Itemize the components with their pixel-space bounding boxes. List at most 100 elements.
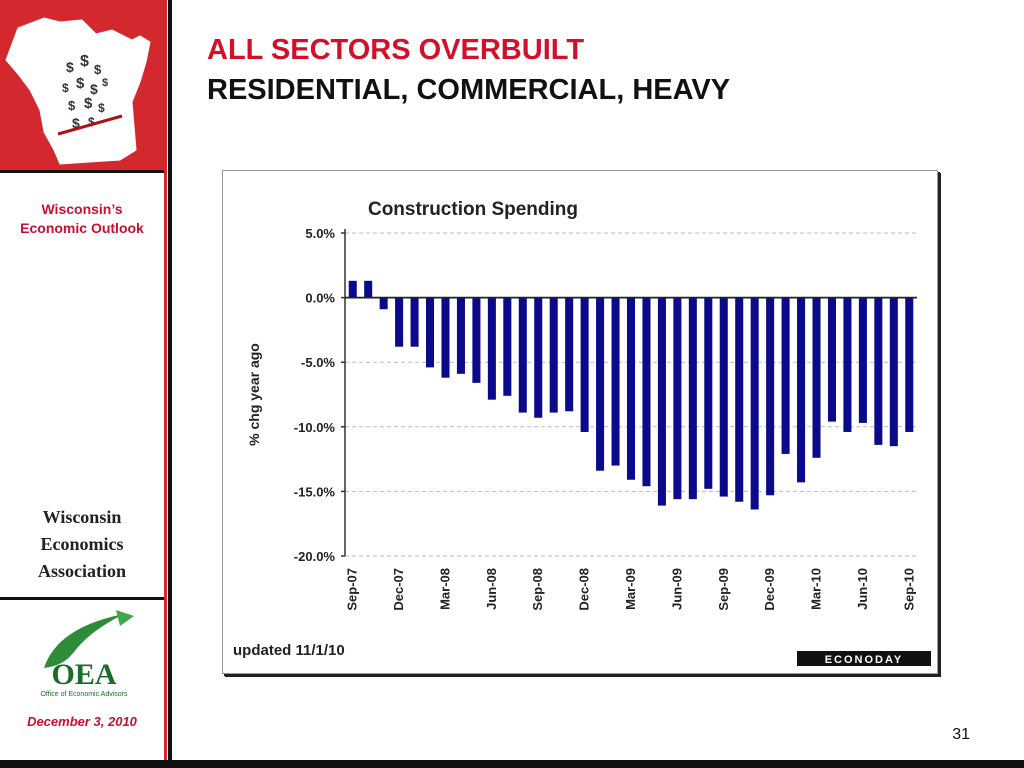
sidebar-divider [0,170,164,173]
x-tick-label: Mar-08 [437,568,452,610]
bar-Jul-09 [688,297,697,500]
bar-Jun-09 [673,297,682,500]
construction-spending-chart: Construction Spending 5.0% 0.0% -5.0% -10.0… [233,199,931,666]
svg-text:$: $ [76,75,85,92]
bar-May-08 [472,297,481,383]
bar-May-10 [843,297,852,432]
bar-Jan-08 [410,297,419,347]
x-tick-label: Jun-09 [669,568,684,610]
slide-title: ALL SECTORS OVERBUILT [207,34,585,66]
x-tick-label: Sep-07 [345,568,360,611]
x-tick-label: Sep-10 [901,568,916,611]
bar-Jul-08 [503,297,512,396]
svg-text:$: $ [66,59,74,75]
oea-logo-text: OEA [51,658,116,691]
svg-text:$: $ [72,115,80,131]
svg-text:$: $ [98,101,105,115]
bar-Mar-10 [812,297,821,458]
bar-Feb-08 [426,297,435,368]
sidebar-outlook-label: Wisconsin’s Economic Outlook [0,200,164,238]
outlook-line-2: Economic Outlook [20,220,144,236]
bar-Feb-10 [797,297,806,483]
bottom-bar [0,760,1024,768]
svg-text:$: $ [80,53,89,70]
axis-layer [341,229,917,557]
bar-Oct-09 [735,297,744,502]
x-tick-labels: Sep-07 Dec-07 Mar-08 Jun-08 Sep-08 Dec-08 Mar-… [345,568,917,611]
sidebar: $ $ $ $ $ $ $ $ $ $ $ $ Wisconsin’s Econ… [0,0,164,760]
bar-Jul-10 [874,297,883,445]
y-tick-label: -5.0% [301,355,335,370]
y-tick-label: -20.0% [294,549,336,564]
x-tick-label: Jun-10 [855,568,870,610]
oea-logo: OEA Office of Economic Advisors [40,610,134,698]
page-number: 31 [952,726,970,743]
bar-Jan-09 [596,297,605,471]
x-tick-label: Jun-08 [484,568,499,610]
bar-Dec-09 [766,297,775,496]
association-label: Wisconsin Economics Association [0,504,164,585]
x-tick-label: Dec-07 [391,568,406,611]
bar-Mar-08 [441,297,450,378]
bar-Sep-07 [348,280,357,298]
bar-Jun-08 [487,297,496,400]
sidebar-divider [0,597,164,600]
chart-footnote: updated 11/1/10 [233,642,345,659]
chart-title: Construction Spending [368,199,578,220]
svg-text:$: $ [68,98,76,113]
bar-May-09 [657,297,666,506]
x-tick-label: Sep-09 [716,568,731,611]
bar-Aug-09 [704,297,713,489]
bar-Sep-09 [719,297,728,497]
y-tick-labels: 5.0% 0.0% -5.0% -10.0% -15.0% -20.0% [294,226,336,564]
y-tick-label: -15.0% [294,484,336,499]
outlook-line-1: Wisconsin’s [41,201,123,217]
vertical-rule-black [168,0,172,760]
x-tick-label: Dec-09 [762,568,777,611]
vertical-rule-red [164,0,167,760]
arrow-head-icon [116,610,134,626]
bar-Jan-10 [781,297,790,454]
x-tick-label: Mar-09 [623,568,638,610]
bar-Apr-10 [827,297,836,422]
bar-Nov-09 [750,297,759,510]
slide-subtitle: RESIDENTIAL, COMMERCIAL, HEAVY [207,74,731,106]
association-line-1: Wisconsin [42,507,122,527]
econoday-badge-background [797,651,931,666]
svg-text:$: $ [94,62,102,77]
y-tick-label: 5.0% [305,226,335,241]
y-tick-label: 0.0% [305,291,335,306]
bar-Aug-10 [889,297,898,447]
svg-text:$: $ [62,81,69,95]
grid-layer [345,232,917,557]
bar-Nov-07 [379,297,388,310]
bar-Nov-08 [565,297,574,412]
svg-text:$: $ [88,115,95,129]
svg-text:$: $ [102,77,108,89]
bar-layer [348,280,914,510]
sidebar-logo-panel: $ $ $ $ $ $ $ $ $ $ $ $ [0,0,164,170]
y-axis-label: % chg year ago [246,343,262,446]
econoday-badge: ECONODAY [797,651,931,666]
bar-Apr-08 [456,297,465,374]
econoday-badge-text: ECONODAY [825,654,904,666]
y-tick-label: -10.0% [294,420,336,435]
oea-logo-subtext: Office of Economic Advisors [40,691,128,698]
bar-Dec-07 [395,297,404,347]
leaf-swoosh-icon [44,614,124,668]
wisconsin-map-icon: $ $ $ $ $ $ $ $ $ $ $ $ [5,17,151,165]
association-line-3: Association [37,561,126,581]
x-tick-label: Dec-08 [577,568,592,611]
association-line-2: Economics [40,534,124,554]
bar-Apr-09 [642,297,651,487]
x-tick-label: Sep-08 [530,568,545,611]
bar-Jun-10 [858,297,867,423]
bar-Mar-09 [626,297,636,480]
presentation-date: December 3, 2010 [27,714,137,729]
svg-text:$: $ [84,95,93,112]
bar-Oct-07 [364,280,373,298]
bar-Sep-08 [534,297,543,418]
bar-Feb-09 [611,297,620,466]
bar-Oct-08 [549,297,558,413]
bar-Dec-08 [580,297,589,432]
